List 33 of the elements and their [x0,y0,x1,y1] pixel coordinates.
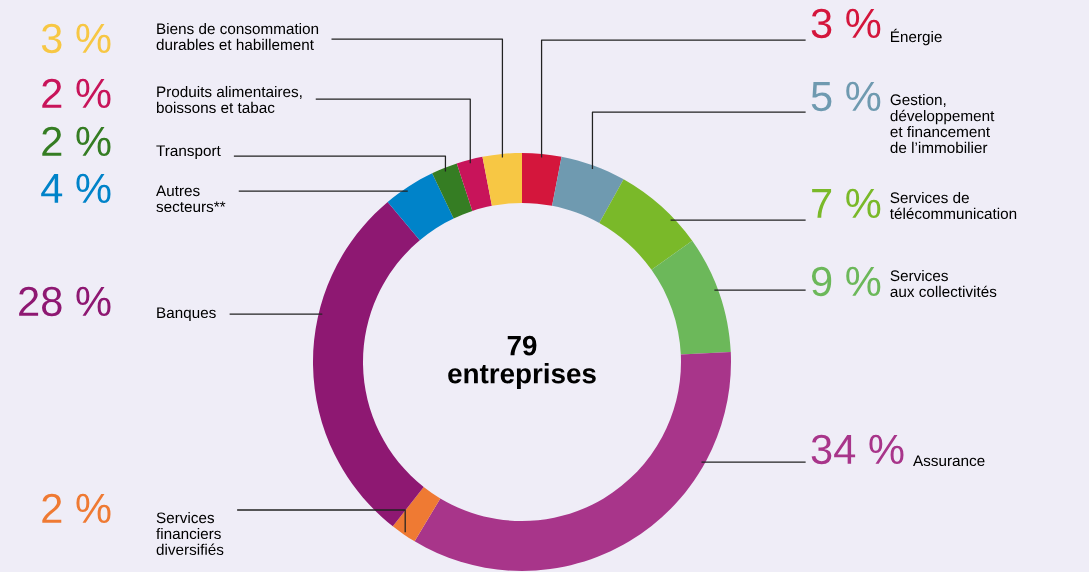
slice-label: Assurance [913,455,985,467]
donut-slice [456,156,492,211]
data-label: 34 % [811,434,904,465]
data-label: 7 % [812,188,881,219]
donut-slice [599,179,693,270]
slice-label: Gestion, développement et financement de l’immobilier [890,93,995,154]
donut-slice [482,153,522,206]
data-label: 3 % [811,8,881,39]
donut-slice [552,156,624,224]
slice-label: Transport [156,145,221,160]
donut-slice [432,163,473,219]
slice-label: Services aux collectivités [890,269,997,298]
slice-label: Énergie [891,28,942,46]
slice-label: Services financiers diversifiés [156,511,224,555]
data-label: 4 % [41,173,111,204]
data-label: 28 % [19,286,111,317]
slice-label: Biens de consommation durables et habillement [156,22,319,51]
donut-slice [313,201,424,527]
data-label: 3 % [41,23,111,54]
donut-slice [522,153,562,206]
donut-slice [387,173,454,241]
slice-label: Autres secteurs** [156,185,226,213]
data-label: 2 % [42,78,111,109]
donut-slice [392,486,441,542]
slice-label: Banques [157,307,216,322]
data-label: 5 % [811,81,881,112]
text: 79 entreprises [448,335,596,389]
slice-label: Services de télécommunication [889,191,1017,220]
data-label: 9 % [811,266,881,297]
slice-label: Produits alimentaires, boissons et tabac [156,85,302,114]
donut-slice [651,240,731,355]
data-label: 2 % [42,493,111,524]
data-label: 2 % [42,126,111,157]
